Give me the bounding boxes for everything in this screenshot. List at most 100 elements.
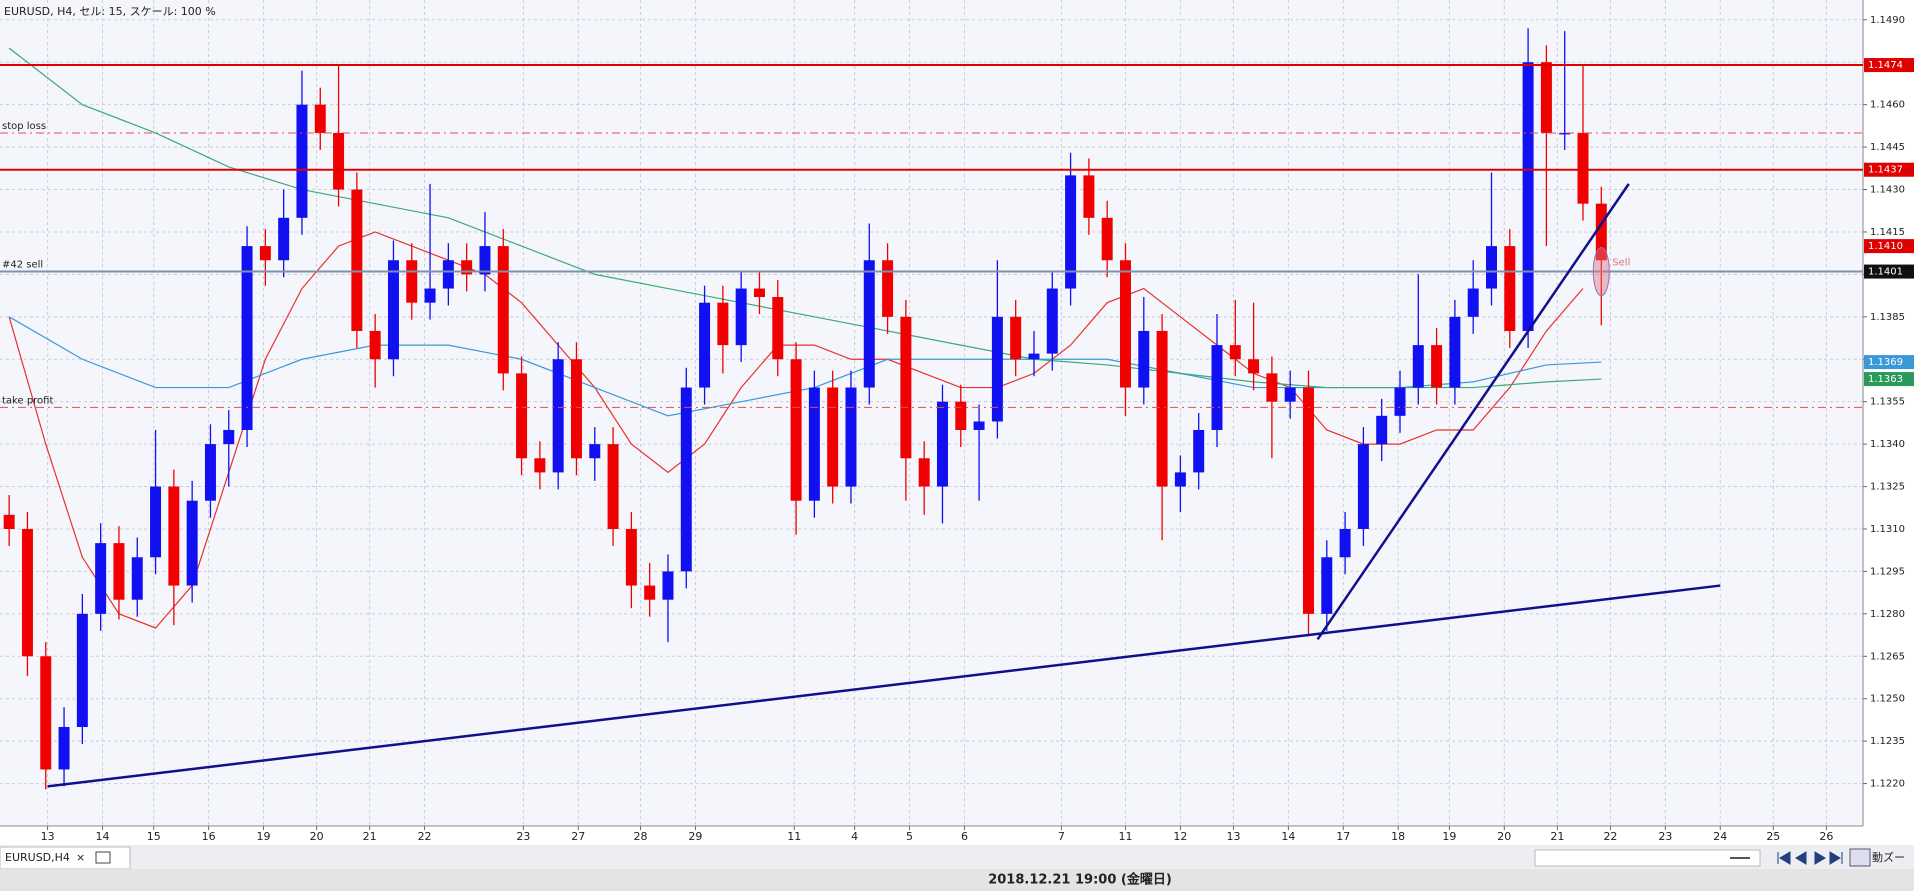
candle-body	[680, 387, 692, 572]
candle-body	[1540, 62, 1552, 133]
price-tag-label: 1.1369	[1868, 357, 1903, 368]
candle-body	[1357, 444, 1369, 529]
candle-body	[790, 359, 802, 501]
candle-body	[644, 585, 656, 600]
y-tick-label: 1.1235	[1870, 736, 1905, 747]
status-bar	[0, 869, 1914, 891]
candle-body	[534, 458, 546, 473]
zoom-icon[interactable]	[1849, 848, 1871, 867]
x-tick-label: 27	[571, 830, 585, 843]
candle-body	[259, 246, 271, 261]
nav-buttons[interactable]	[1777, 851, 1843, 865]
price-tag-label: 1.1401	[1868, 267, 1903, 278]
candle-body	[479, 246, 491, 275]
candle-body	[1046, 288, 1058, 354]
scroll-box[interactable]	[1534, 849, 1761, 867]
tab-label[interactable]: EURUSD,H4	[5, 851, 70, 864]
candle-body	[1303, 387, 1314, 614]
candle-body	[1083, 175, 1095, 218]
candle-body	[1156, 330, 1168, 487]
candle-body	[1138, 330, 1150, 388]
candle-body	[955, 401, 967, 430]
x-tick-label: 24	[1713, 830, 1727, 843]
candle-body	[900, 316, 912, 459]
x-tick-label: 22	[1603, 830, 1617, 843]
candle-body	[1431, 345, 1443, 388]
x-tick-label: 5	[906, 830, 913, 843]
candle-body	[827, 387, 839, 487]
candle-body	[625, 528, 637, 586]
candle-body	[882, 260, 894, 317]
price-tag	[1864, 355, 1914, 370]
x-tick-label: 14	[1281, 830, 1295, 843]
y-tick-label: 1.1430	[1870, 185, 1905, 196]
candle-body	[1266, 373, 1278, 402]
x-tick-label: 16	[202, 830, 216, 843]
y-tick-label: 1.1325	[1870, 482, 1905, 493]
moving-average	[8, 47, 1602, 389]
x-tick-label: 22	[418, 830, 432, 843]
candle-body	[1595, 203, 1607, 261]
candle-body	[278, 217, 290, 261]
candle-body	[333, 132, 345, 190]
candle-body	[1101, 217, 1113, 261]
candle-body	[1577, 132, 1589, 204]
candle-body	[1229, 345, 1241, 360]
price-tag	[1864, 239, 1914, 254]
window-icon[interactable]	[95, 851, 111, 864]
candle-body	[351, 189, 363, 331]
x-tick-label: 19	[1442, 830, 1456, 843]
candle-body	[21, 528, 33, 657]
price-tag-label: 1.1363	[1868, 374, 1903, 385]
tab-close[interactable]: ×	[76, 851, 85, 864]
y-tick-label: 1.1310	[1870, 524, 1905, 535]
y-tick-label: 1.1355	[1870, 397, 1905, 408]
x-tick-label: 6	[961, 830, 968, 843]
candle-body	[442, 260, 454, 289]
candle-body	[753, 288, 765, 298]
candle-body	[973, 421, 985, 430]
candle-body	[1284, 387, 1296, 402]
price-tag	[1864, 58, 1914, 73]
candle-body	[369, 330, 381, 360]
candle-body	[991, 316, 1003, 422]
x-tick-label: 13	[41, 830, 55, 843]
y-tick-label: 1.1295	[1870, 566, 1905, 577]
candle-body	[1486, 246, 1497, 289]
candle-body	[40, 656, 52, 770]
x-tick-label: 20	[310, 830, 324, 843]
price-tag-label: 1.1474	[1868, 60, 1903, 71]
candle-body	[1412, 345, 1424, 388]
candle-body	[241, 246, 253, 430]
candle-body	[76, 613, 88, 727]
price-tag	[1864, 264, 1914, 279]
candle-body	[3, 514, 15, 529]
candle-body	[1394, 387, 1406, 416]
sell-marker	[1592, 247, 1610, 297]
candle-body	[1522, 62, 1534, 331]
x-tick-label: 26	[1819, 830, 1833, 843]
candle-body	[186, 500, 198, 586]
candle-body	[461, 260, 473, 275]
x-tick-label: 21	[1550, 830, 1564, 843]
candle-body	[1321, 557, 1333, 614]
candle-body	[936, 401, 948, 487]
x-tick-label: 15	[147, 830, 161, 843]
x-tick-label: 7	[1058, 830, 1065, 843]
price-tag	[1864, 372, 1914, 387]
candle-body	[1467, 288, 1479, 317]
candle-body	[607, 444, 619, 529]
candle-body	[131, 557, 143, 600]
candle-body	[808, 387, 820, 501]
zoom-label[interactable]: 動ズー	[1872, 850, 1905, 864]
candle-body	[1065, 175, 1077, 289]
level-text: take profit	[2, 395, 53, 406]
candle-body	[223, 429, 235, 445]
candle-body	[863, 260, 875, 388]
y-tick-label: 1.1385	[1870, 312, 1905, 323]
x-tick-label: 23	[516, 830, 530, 843]
y-tick-label: 1.1220	[1870, 779, 1905, 790]
candle-body	[497, 246, 509, 374]
candle-body	[1119, 260, 1131, 388]
